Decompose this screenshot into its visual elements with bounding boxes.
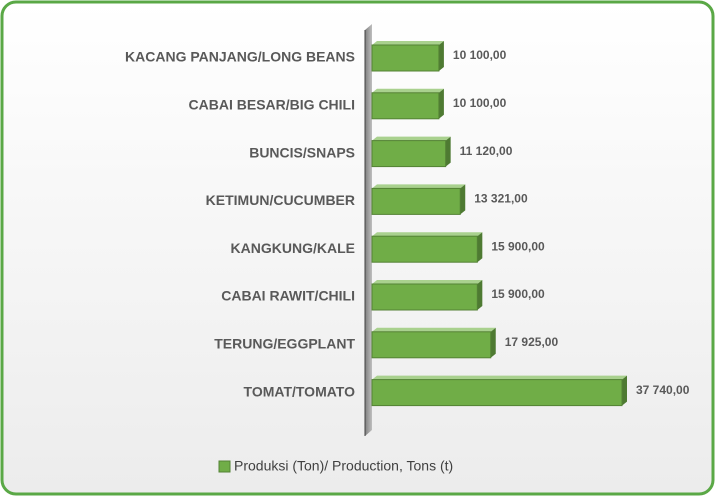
bar-side (477, 232, 483, 263)
category-label: TERUNG/EGGPLANT (214, 336, 355, 352)
bar-side (477, 280, 483, 310)
category-label: KETIMUN/CUCUMBER (206, 192, 355, 208)
category-label: CABAI RAWIT/CHILI (221, 288, 355, 304)
category-label: TOMAT/TOMATO (244, 383, 356, 399)
bar-side (445, 136, 451, 167)
bar-top (372, 375, 627, 380)
value-label: 11 120,00 (460, 144, 513, 158)
legend-label: Produksi (Ton)/ Production, Tons (t) (234, 458, 453, 474)
bar-top (372, 232, 483, 237)
bar (371, 187, 461, 215)
bar-side (460, 184, 466, 215)
bar-top (372, 88, 444, 93)
value-label: 10 100,00 (453, 96, 507, 110)
bar-side (438, 88, 444, 119)
value-label: 10 100,00 (453, 48, 507, 62)
category-label: CABAI BESAR/BIG CHILI (189, 97, 355, 113)
bar-top (372, 280, 483, 284)
axis-wall (365, 24, 372, 436)
value-label: 13 321,00 (474, 192, 528, 206)
bar-side (622, 375, 627, 406)
bar (371, 331, 492, 359)
bar (371, 283, 478, 311)
value-label: 17 925,00 (505, 335, 559, 349)
value-label: 37 740,00 (636, 383, 690, 397)
bar-top (372, 327, 496, 332)
bar-side (438, 41, 444, 71)
category-label: BUNCIS/SNAPS (249, 144, 355, 160)
bar (371, 44, 440, 72)
bar-side (490, 327, 496, 358)
value-label: 15 900,00 (491, 239, 545, 253)
bar-top (372, 184, 466, 189)
legend-swatch (218, 460, 231, 473)
bar (371, 379, 623, 407)
value-label: 15 900,00 (491, 287, 545, 301)
bar-top (372, 136, 451, 141)
category-label: KACANG PANJANG/LONG BEANS (125, 49, 355, 65)
bar (371, 235, 478, 263)
category-label: KANGKUNG/KALE (231, 240, 355, 256)
bar-top (372, 41, 444, 45)
bar (371, 92, 440, 120)
bar (371, 140, 447, 168)
